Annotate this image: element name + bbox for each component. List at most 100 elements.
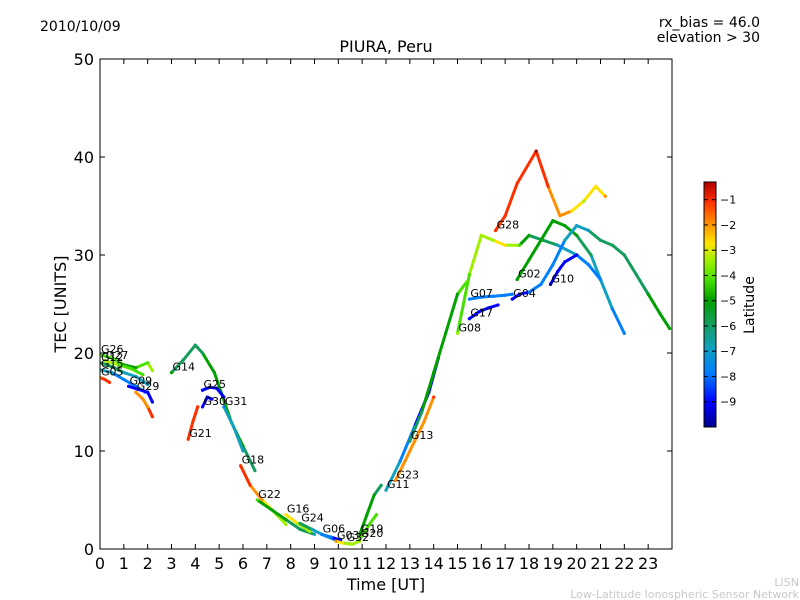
colorbar-ticks: −1 −2 −3 −4 −5 −6 −7 −8 −9 [704, 194, 736, 409]
data-point [556, 243, 560, 247]
track-segment [622, 253, 638, 277]
y-tick-label: 50 [74, 50, 94, 69]
data-point [408, 439, 412, 443]
series-label-g04: G04 [513, 287, 536, 300]
series-label-g19: G19 [361, 522, 384, 535]
track-segment [558, 209, 574, 218]
track-segment [255, 498, 274, 512]
data-point [141, 373, 145, 377]
track-segment [146, 405, 154, 419]
track-segment [541, 238, 560, 247]
series-label-g02: G02 [518, 268, 541, 281]
data-point [284, 522, 288, 527]
data-point [200, 405, 205, 409]
x-tick-label: 4 [190, 554, 200, 573]
track-segment [491, 238, 507, 247]
track-segment [527, 282, 543, 294]
track-segment [610, 307, 626, 335]
data-point [312, 532, 317, 536]
data-point [563, 224, 567, 228]
data-point [296, 521, 300, 526]
data-point [136, 387, 140, 391]
data-point [260, 498, 264, 502]
x-tick-label: 18 [519, 554, 539, 573]
data-point [556, 270, 560, 274]
data-point [477, 310, 481, 314]
data-point [563, 238, 567, 242]
colorbar-tick-label: −9 [720, 396, 736, 409]
data-point [150, 369, 154, 373]
track-segment [556, 260, 567, 274]
track-segment [570, 199, 586, 213]
track-segment [298, 522, 314, 531]
tec-tracks [100, 149, 672, 546]
track-segment [634, 273, 650, 296]
data-point [587, 228, 591, 233]
track-segment [479, 233, 495, 242]
track-segment [186, 420, 195, 441]
track-segment [193, 343, 204, 355]
data-point [432, 395, 436, 399]
track-segment [122, 378, 138, 388]
data-point [444, 331, 448, 335]
data-point [117, 363, 121, 367]
track-segment [503, 182, 519, 218]
x-tick-label: 9 [309, 554, 319, 573]
data-point [270, 508, 274, 512]
x-tick-label: 21 [590, 554, 610, 573]
data-point [582, 199, 586, 203]
track-segment [420, 371, 436, 414]
data-point [122, 377, 126, 382]
data-point [343, 541, 348, 545]
track-segment [551, 219, 567, 228]
data-point [515, 181, 519, 186]
data-point [575, 233, 579, 237]
track-segment [248, 483, 264, 502]
data-point [491, 238, 495, 242]
data-point [110, 365, 114, 369]
data-point [494, 228, 498, 233]
track-segment [127, 384, 140, 391]
x-tick-label: 23 [638, 554, 658, 573]
x-tick-label: 5 [214, 554, 224, 573]
series-label-g30: G30 [204, 395, 227, 408]
data-point [141, 397, 145, 401]
track-g19 [358, 483, 383, 536]
data-point [134, 366, 138, 370]
data-point [134, 374, 138, 379]
track-segment [136, 387, 150, 394]
y-axis-label: TEC [UNITS] [51, 256, 70, 354]
track-segment [215, 386, 226, 399]
track-g32 [343, 539, 362, 546]
data-point [320, 532, 324, 536]
data-point [603, 194, 607, 198]
track-segment [170, 358, 185, 375]
series-label-g23: G23 [397, 468, 420, 481]
series-label-g09: G09 [130, 374, 153, 387]
data-point [534, 149, 538, 153]
data-point [575, 253, 579, 257]
data-point [610, 307, 615, 311]
track-segment [117, 363, 133, 371]
x-tick-label: 20 [566, 554, 586, 573]
track-g27 [103, 359, 145, 377]
colorbar-tick-label: −6 [720, 320, 736, 333]
track-g12 [100, 361, 150, 386]
x-tick-label: 8 [286, 554, 296, 573]
track-g23 [393, 395, 436, 482]
data-point [134, 390, 138, 394]
data-point [598, 238, 603, 242]
track-segment [539, 219, 555, 242]
x-tick-label: 3 [166, 554, 176, 573]
track-segment [270, 508, 288, 522]
x-tick-label: 17 [495, 554, 515, 573]
plot-area [100, 59, 672, 549]
track-g25 [200, 385, 226, 399]
track-g30 [200, 395, 214, 409]
data-point [150, 400, 154, 404]
data-point [570, 209, 574, 213]
data-point [193, 343, 197, 347]
data-point [384, 488, 388, 492]
data-point [503, 293, 507, 297]
colorbar [703, 181, 717, 428]
